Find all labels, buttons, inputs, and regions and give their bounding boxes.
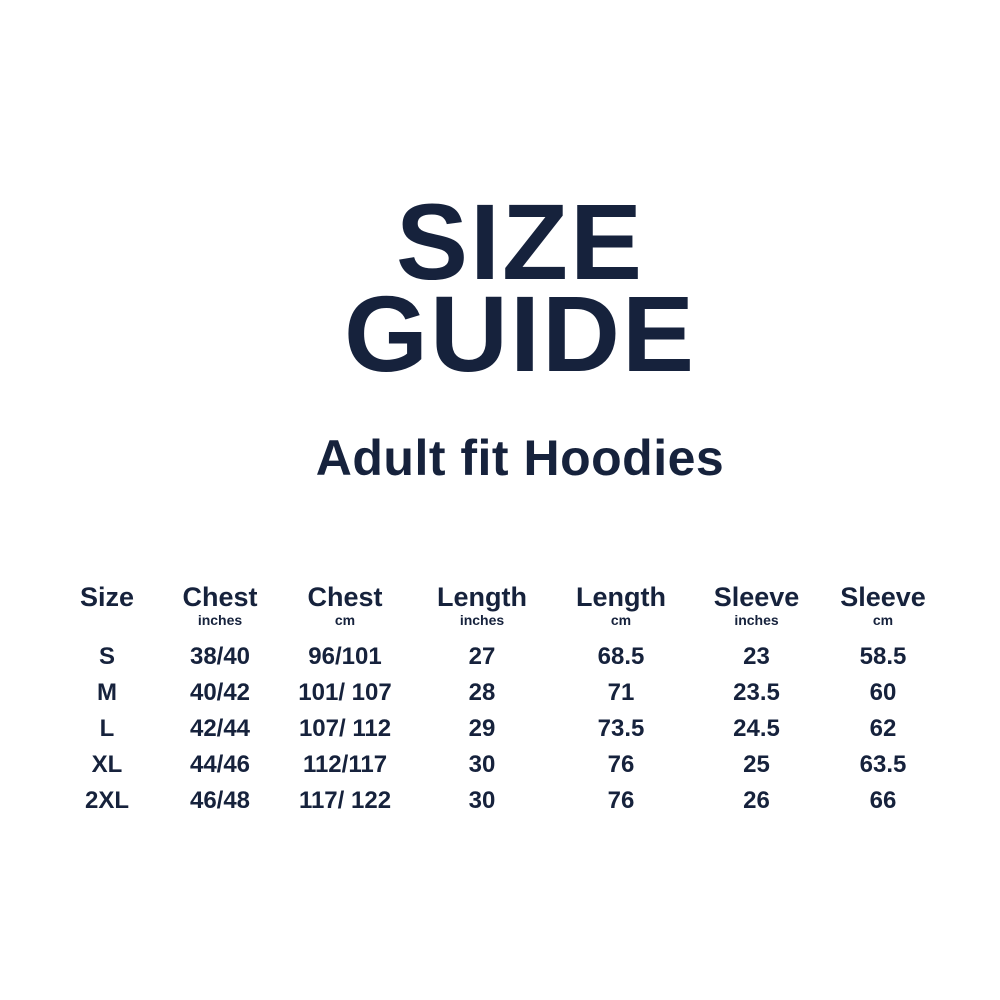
chest-cm-cell: 107/ 112	[298, 715, 392, 742]
column-header-label: Chest	[307, 582, 383, 612]
page-title: SIZE GUIDE	[20, 181, 1000, 395]
length-inches-cell: 27	[468, 643, 496, 670]
chest-cm-cell: 117/ 122	[298, 787, 392, 814]
length-cm-cell: 68.5	[597, 643, 645, 670]
column-header-unit: inches	[459, 612, 505, 628]
length-inches-cell: 30	[468, 787, 496, 814]
sleeve-inches-cell: 26	[743, 787, 770, 814]
column-header-length-cm: Length cm	[552, 582, 690, 639]
column-header-label: Length	[576, 582, 666, 612]
column-header-chest-inches: Chest inches	[162, 582, 278, 639]
column-header-unit: cm	[610, 612, 632, 628]
column-header-sleeve-cm: Sleeve cm	[823, 582, 943, 639]
header-block: SIZE GUIDE Adult fit Hoodies	[20, 181, 1000, 487]
sleeve-cm-cell: 60	[869, 679, 897, 706]
chest-cm-cell: 101/ 107	[298, 679, 392, 706]
column-header-unit: inches	[734, 612, 779, 628]
column-header-unit: cm	[872, 612, 894, 628]
length-inches-cell: 28	[468, 679, 496, 706]
chest-inches-cell: 46/48	[189, 787, 251, 814]
sleeve-inches-cell: 23	[743, 643, 770, 670]
sleeve-inches-cell: 23.5	[733, 679, 780, 706]
size-cell: L	[99, 715, 115, 742]
column-header-label: Sleeve	[713, 582, 800, 612]
column-header-label: Chest	[182, 582, 258, 612]
column-header-unit: cm	[334, 612, 356, 628]
length-cm-cell: 76	[607, 751, 635, 778]
length-inches-cell: 30	[468, 751, 496, 778]
chest-inches-cell: 42/44	[189, 715, 251, 742]
chest-cm-cell: 96/101	[308, 643, 382, 670]
sleeve-cm-cell: 58.5	[859, 643, 907, 670]
column-header-label: Size	[79, 582, 135, 612]
length-cm-cell: 76	[607, 787, 635, 814]
column-header-length-inches: Length inches	[412, 582, 552, 639]
size-chart-table: Size Chest inches Chest cm Length inches…	[52, 582, 943, 819]
chest-cm-cell: 112/117	[302, 751, 388, 778]
length-cm-cell: 71	[607, 679, 635, 706]
size-cell: 2XL	[84, 787, 129, 814]
length-inches-cell: 29	[468, 715, 496, 742]
sleeve-cm-cell: 62	[869, 715, 897, 742]
sleeve-cm-cell: 63.5	[859, 751, 907, 778]
chest-inches-cell: 40/42	[189, 679, 251, 706]
sleeve-cm-cell: 66	[869, 787, 897, 814]
page-subtitle: Adult fit Hoodies	[315, 429, 725, 486]
column-header-label: Sleeve	[840, 582, 926, 612]
column-header-size: Size	[52, 582, 162, 639]
column-header-sleeve-inches: Sleeve inches	[690, 582, 823, 639]
column-header-label: Length	[437, 582, 527, 612]
sleeve-inches-cell: 24.5	[733, 715, 780, 742]
chest-inches-cell: 44/46	[189, 751, 251, 778]
sleeve-inches-cell: 25	[743, 751, 770, 778]
length-cm-cell: 73.5	[597, 715, 645, 742]
page-title-line2: GUIDE	[343, 273, 697, 395]
column-header-unit: inches	[197, 612, 243, 628]
size-cell: S	[98, 643, 115, 670]
size-cell: XL	[91, 751, 123, 778]
chest-inches-cell: 38/40	[189, 643, 251, 670]
column-header-chest-cm: Chest cm	[278, 582, 412, 639]
size-cell: M	[97, 679, 117, 706]
page-title-line1: SIZE	[395, 181, 645, 302]
column-header-unit	[52, 612, 162, 628]
